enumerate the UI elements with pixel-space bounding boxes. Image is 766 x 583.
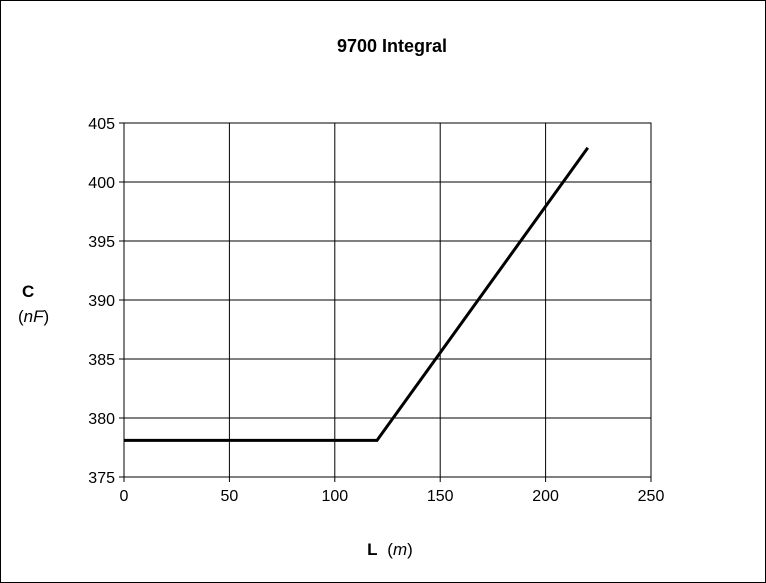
y-axis-label-unit-line: (nF)	[18, 307, 49, 326]
x-axis-label-unit: m	[393, 540, 407, 559]
x-axis-label: L (m)	[367, 540, 413, 559]
x-axis-label-main: L	[367, 540, 377, 559]
x-tick-label: 50	[221, 488, 239, 505]
x-ticks: 0 50 100 150 200 250	[120, 477, 665, 505]
x-tick-label: 250	[638, 488, 665, 505]
y-axis-label-unit: nF	[24, 307, 45, 326]
series-line	[124, 146, 590, 442]
y-tick-label: 400	[88, 175, 115, 192]
y-ticks: 375 380 385 390 395 400 405	[88, 116, 124, 487]
y-tick-label: 375	[88, 470, 115, 487]
y-tick-label: 390	[88, 293, 115, 310]
y-axis-label-open: (	[18, 307, 24, 326]
y-tick-label: 385	[88, 352, 115, 369]
y-tick-label: 405	[88, 116, 115, 133]
x-tick-label: 100	[321, 488, 348, 505]
series-group	[124, 146, 590, 442]
x-tick-label: 0	[120, 488, 129, 505]
chart-title: 9700 Integral	[337, 36, 447, 56]
x-tick-label: 200	[532, 488, 559, 505]
y-tick-label: 380	[88, 411, 115, 428]
y-axis-label-close: )	[44, 307, 50, 326]
x-axis-label-close: )	[407, 540, 413, 559]
x-tick-label: 150	[427, 488, 454, 505]
y-axis-label-main: C	[22, 282, 34, 301]
y-tick-label: 395	[88, 234, 115, 251]
x-axis-label-open: (	[387, 540, 393, 559]
